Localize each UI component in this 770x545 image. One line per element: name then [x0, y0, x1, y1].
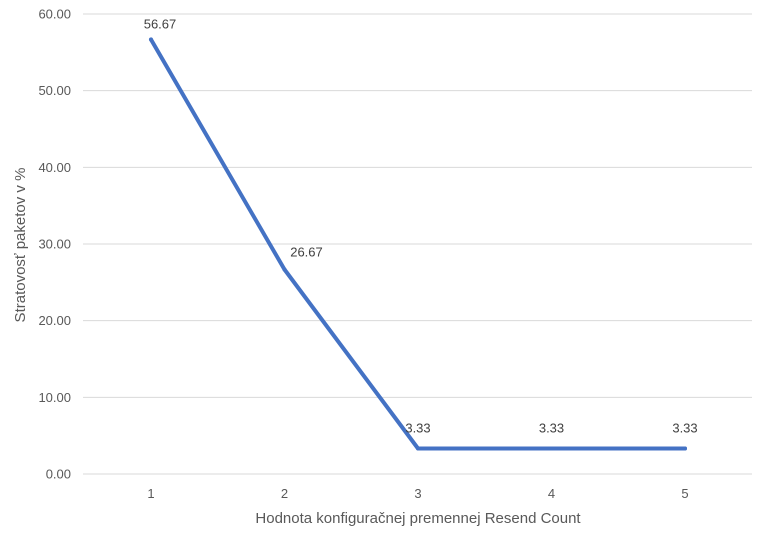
y-tick-label-0: 0.00 [46, 467, 71, 482]
data-label-1: 26.67 [290, 245, 323, 260]
x-tick-label-4: 5 [681, 486, 688, 501]
data-point-1 [282, 267, 287, 272]
data-labels: 56.67 26.67 3.33 3.33 3.33 [144, 17, 698, 436]
x-axis-tick-labels: 1 2 3 4 5 [147, 486, 688, 501]
series-group [149, 37, 687, 451]
y-tick-label-4: 40.00 [38, 160, 71, 175]
data-point-4 [683, 446, 687, 451]
y-tick-label-1: 10.00 [38, 390, 71, 405]
data-label-2: 3.33 [405, 420, 430, 435]
data-point-0 [149, 37, 153, 42]
y-tick-label-5: 50.00 [38, 83, 71, 98]
y-axis-title: Stratovosť paketov v % [12, 168, 29, 323]
data-point-2 [416, 446, 420, 451]
y-axis-tick-labels: 0.00 10.00 20.00 30.00 40.00 50.00 60.00 [38, 7, 71, 482]
data-point-3 [549, 446, 554, 451]
y-tick-label-2: 20.00 [38, 313, 71, 328]
x-tick-label-2: 3 [414, 486, 421, 501]
y-tick-label-6: 60.00 [38, 7, 71, 22]
x-tick-label-0: 1 [147, 486, 154, 501]
x-axis-title: Hodnota konfiguračnej premennej Resend C… [255, 510, 581, 527]
y-tick-label-3: 30.00 [38, 237, 71, 252]
data-label-3: 3.33 [539, 420, 564, 435]
data-label-4: 3.33 [672, 420, 697, 435]
x-tick-label-3: 4 [548, 486, 555, 501]
x-tick-label-1: 2 [281, 486, 288, 501]
data-label-0: 56.67 [144, 17, 177, 32]
gridlines [83, 13, 752, 475]
